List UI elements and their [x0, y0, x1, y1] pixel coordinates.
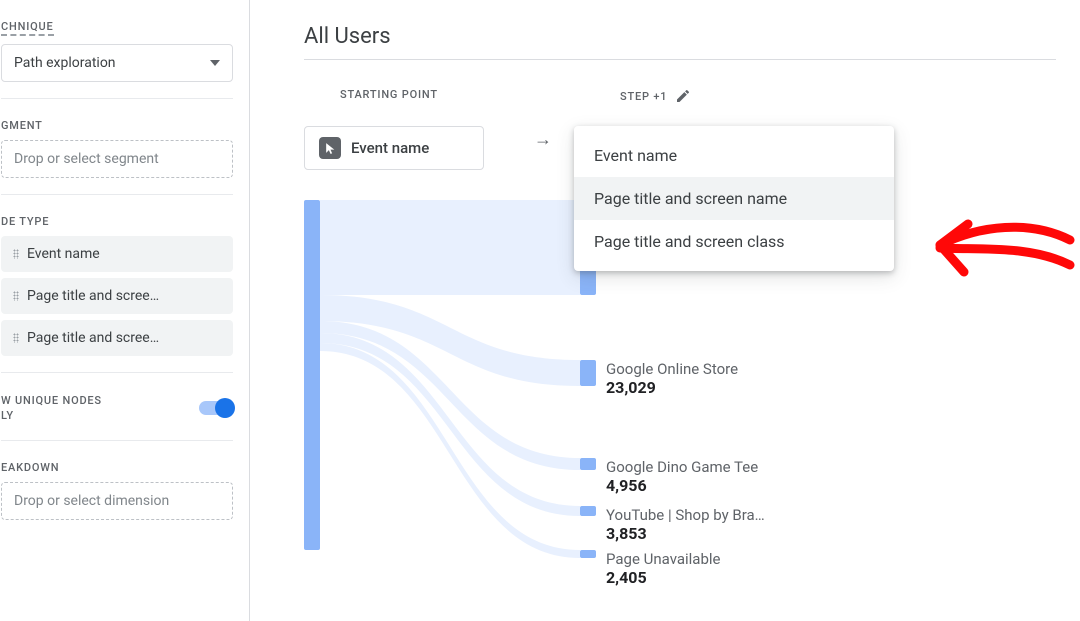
step-node[interactable]: Google Online Store23,029 — [580, 360, 738, 397]
technique-value: Path exploration — [14, 55, 116, 71]
step-node-value: 2,405 — [606, 568, 721, 587]
pencil-icon[interactable] — [675, 88, 691, 104]
segment-label: GMENT — [1, 119, 233, 132]
step-node-bar — [580, 360, 596, 386]
step-node[interactable]: Google Dino Game Tee4,956 — [580, 458, 758, 495]
unique-nodes-label: W UNIQUE NODES LY — [1, 393, 102, 424]
node-type-chip[interactable]: Event name — [1, 236, 233, 272]
technique-label: CHNIQUE — [1, 20, 54, 36]
step-node-bar — [580, 550, 596, 558]
step-node-bar — [580, 506, 596, 516]
step-node-value: 3,853 — [606, 524, 765, 543]
start-node-value: 100,155 — [332, 218, 422, 237]
step-node-bar — [580, 458, 596, 470]
step-node-name: YouTube | Shop by Bra… — [606, 506, 765, 524]
dropdown-item-page-title-screen-class[interactable]: Page title and screen class — [574, 220, 894, 263]
node-type-label: DE TYPE — [1, 215, 233, 228]
main-panel: All Users STARTING POINT STEP +1 Event n… — [280, 0, 1080, 621]
unique-nodes-toggle[interactable] — [199, 401, 233, 415]
segment-dropzone[interactable]: Drop or select segment — [1, 140, 233, 178]
flow-paths — [320, 200, 580, 560]
starting-node-type-select[interactable]: Event name — [304, 126, 484, 170]
starting-node-type-value: Event name — [351, 139, 429, 157]
breakdown-dropzone[interactable]: Drop or select dimension — [1, 482, 233, 520]
dropdown-item-event-name[interactable]: Event name — [574, 134, 894, 177]
cursor-icon — [319, 137, 341, 159]
dropdown-item-page-title-screen-name[interactable]: Page title and screen name — [574, 177, 894, 220]
start-node-name: session_start — [332, 200, 422, 218]
chevron-down-icon — [210, 60, 220, 66]
step1-label: STEP +1 — [620, 90, 667, 103]
node-type-chip[interactable]: Page title and scree… — [1, 278, 233, 314]
step-node[interactable]: Page Unavailable2,405 — [580, 550, 721, 587]
step-node-type-dropdown: Event name Page title and screen name Pa… — [574, 126, 894, 271]
node-type-chip[interactable]: Page title and scree… — [1, 320, 233, 356]
page-title: All Users — [304, 24, 1056, 60]
step-node-name: Google Dino Game Tee — [606, 458, 758, 476]
step-node-name: Google Online Store — [606, 360, 738, 378]
breakdown-label: EAKDOWN — [1, 461, 233, 474]
starting-point-label: STARTING POINT — [304, 88, 564, 101]
start-node-bar[interactable] — [304, 200, 320, 550]
step-node-value: 4,956 — [606, 476, 758, 495]
step-node-value: 23,029 — [606, 378, 738, 397]
arrow-icon: → — [534, 129, 552, 150]
step-node-name: Page Unavailable — [606, 550, 721, 568]
technique-select[interactable]: Path exploration — [1, 44, 233, 82]
step-node[interactable]: YouTube | Shop by Bra…3,853 — [580, 506, 765, 543]
config-sidebar: CHNIQUE Path exploration GMENT Drop or s… — [0, 0, 250, 621]
